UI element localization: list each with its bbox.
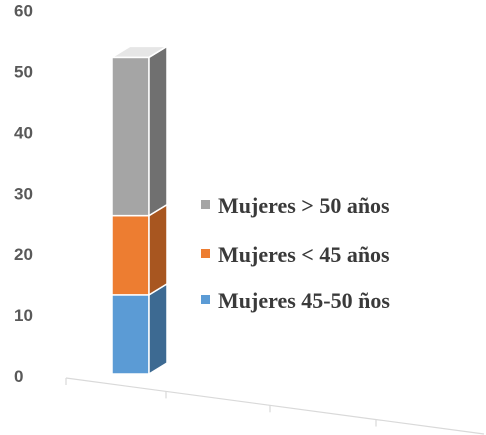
- legend: Mujeres > 50 años Mujeres < 45 años Mujere…: [201, 193, 390, 313]
- y-tick-label-10: 10: [14, 306, 33, 325]
- legend-swatch: [201, 200, 210, 209]
- bar-side-face: [148, 203, 168, 297]
- y-tick-label-40: 40: [14, 123, 33, 142]
- y-tick-label-20: 20: [14, 245, 33, 264]
- floor-line: [65, 377, 485, 435]
- legend-swatch: [201, 249, 210, 258]
- floor-axis: [65, 377, 485, 435]
- y-tick-label-30: 30: [14, 184, 33, 203]
- legend-item-mujeres-50-años: Mujeres > 50 años: [201, 193, 390, 218]
- y-axis: 0 10 20 30 40 50 60: [14, 2, 33, 386]
- bar-stack: [109, 44, 170, 376]
- bar-top-face: [109, 45, 170, 59]
- y-tick-label-0: 0: [14, 367, 23, 386]
- y-tick-label-60: 60: [14, 2, 33, 21]
- legend-label: Mujeres > 50 años: [218, 193, 390, 218]
- legend-label: Mujeres 45-50 ños: [218, 288, 390, 313]
- legend-item-mujeres-45-50-ños: Mujeres 45-50 ños: [201, 288, 390, 313]
- bar-side-face: [148, 282, 168, 376]
- bar-front-face: [111, 294, 150, 375]
- bar-segment-mujeres-45-50-ños: [111, 282, 168, 376]
- legend-label: Mujeres < 45 años: [218, 242, 390, 267]
- legend-swatch: [201, 295, 210, 304]
- bar-segment-mujeres-45-años: [111, 203, 168, 297]
- y-tick-label-50: 50: [14, 63, 33, 82]
- bar-side-face: [148, 44, 168, 217]
- legend-item-mujeres-45-años: Mujeres < 45 años: [201, 242, 390, 267]
- bar-segment-mujeres-50-años: [111, 44, 168, 217]
- bar-front-face: [111, 214, 150, 296]
- bar-front-face: [111, 56, 150, 217]
